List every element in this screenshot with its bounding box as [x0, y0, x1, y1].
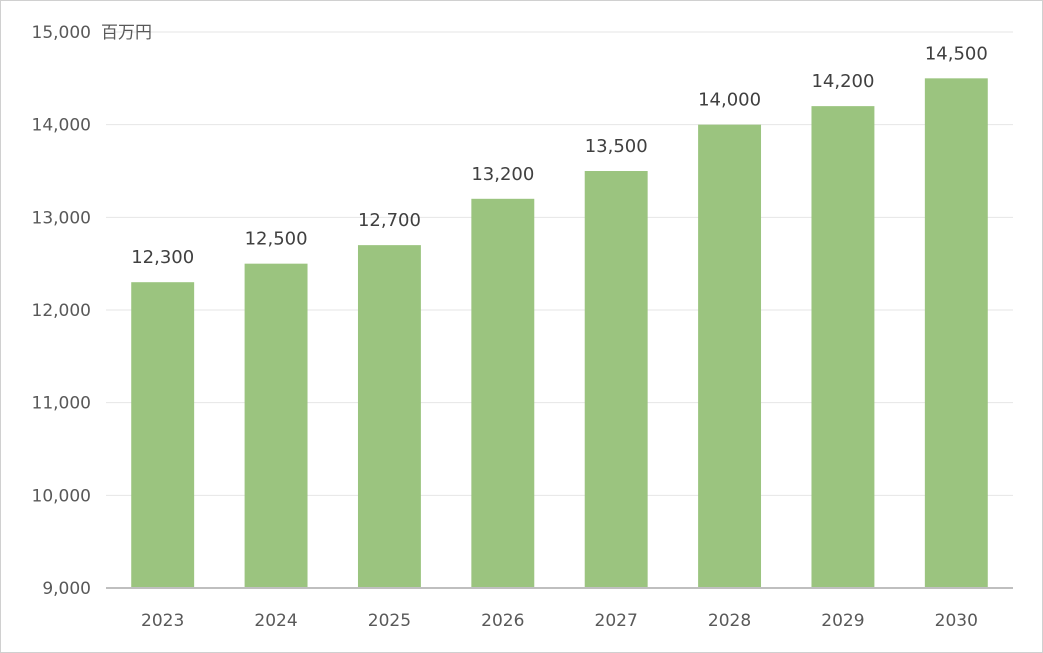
y-tick-label: 13,000	[32, 208, 91, 228]
x-tick-label: 2024	[254, 611, 297, 631]
data-label: 12,700	[358, 210, 421, 231]
y-tick-label: 12,000	[32, 301, 91, 321]
bar	[698, 124, 762, 589]
y-tick-label: 15,000	[32, 23, 91, 43]
x-tick-label: 2028	[708, 611, 751, 631]
bar	[811, 106, 875, 588]
bar	[924, 78, 988, 588]
data-label: 12,300	[131, 247, 194, 268]
y-tick-label: 10,000	[32, 486, 91, 506]
y-tick-label: 9,000	[42, 579, 91, 599]
x-tick-label: 2025	[368, 611, 411, 631]
x-tick-label: 2026	[481, 611, 524, 631]
data-label: 12,500	[245, 229, 308, 250]
bar	[244, 263, 308, 588]
y-tick-label: 14,000	[32, 116, 91, 136]
x-tick-label: 2030	[935, 611, 978, 631]
data-label: 13,500	[585, 136, 648, 157]
bar	[584, 171, 648, 588]
x-tick-label: 2027	[595, 611, 638, 631]
x-tick-label: 2029	[821, 611, 864, 631]
bar	[471, 198, 535, 589]
bar	[131, 282, 195, 588]
bars	[131, 78, 988, 589]
gridlines	[106, 31, 1013, 496]
data-label: 14,200	[811, 71, 874, 92]
data-label: 14,000	[698, 90, 761, 111]
data-label: 13,200	[471, 164, 534, 185]
x-tick-label: 2023	[141, 611, 184, 631]
y-tick-label: 11,000	[32, 394, 91, 414]
labels: 9,000 10,000 11,000 12,000 13,000 14,000 15,00…	[32, 23, 988, 631]
data-label: 14,500	[925, 43, 988, 64]
bar	[357, 245, 421, 588]
y-axis-unit-label: 百万円	[101, 23, 152, 43]
